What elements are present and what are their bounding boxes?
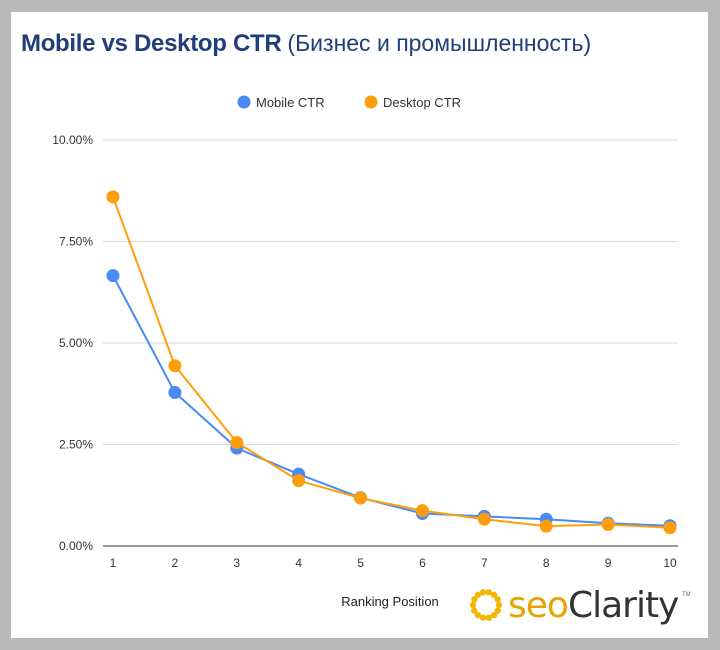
x-axis-title: Ranking Position — [341, 594, 439, 609]
y-tick-label: 7.50% — [59, 235, 93, 249]
sun-ray — [471, 607, 478, 614]
sun-ray — [479, 614, 487, 621]
chart-subtitle: (Бизнес и промышленность) — [287, 30, 592, 56]
legend: Mobile CTR Desktop CTR — [237, 95, 461, 110]
sun-ray — [471, 596, 478, 603]
data-point — [663, 521, 677, 535]
data-point — [354, 491, 368, 505]
x-tick-label: 3 — [233, 556, 240, 570]
sun-ray — [485, 589, 493, 596]
sun-ray — [479, 589, 487, 596]
x-tick-label: 2 — [172, 556, 179, 570]
sun-ray — [469, 601, 477, 609]
sun-center — [478, 597, 494, 613]
sun-ray — [490, 611, 498, 619]
x-tick-label: 4 — [295, 556, 302, 570]
series-layer — [106, 190, 677, 535]
series-desktop-ctr — [106, 190, 677, 535]
data-point — [477, 512, 491, 526]
x-tick-label: 8 — [543, 556, 550, 570]
seoclarity-logo: seoClarity TM — [469, 585, 691, 626]
y-tick-label: 5.00% — [59, 336, 93, 350]
x-tick-label: 5 — [357, 556, 364, 570]
sun-ray — [494, 607, 501, 614]
data-point — [539, 519, 553, 533]
y-tick-label: 10.00% — [52, 133, 93, 147]
legend-label: Desktop CTR — [383, 95, 461, 110]
sun-ray — [474, 611, 482, 619]
data-point — [415, 504, 429, 518]
sun-ray — [474, 591, 482, 599]
grid-lines — [103, 139, 678, 547]
sun-ray — [490, 591, 498, 599]
x-tick-label: 7 — [481, 556, 488, 570]
series-mobile-ctr — [106, 269, 677, 533]
legend-marker — [237, 95, 251, 109]
data-point — [168, 386, 182, 400]
logo-seo-text: seo — [508, 585, 568, 626]
data-point — [230, 435, 244, 449]
sun-ray — [495, 601, 503, 609]
x-axis-ticks: 1 2 3 4 5 6 7 8 9 10 — [110, 556, 677, 570]
chart-card — [11, 12, 708, 638]
trademark-mark: TM — [682, 592, 691, 598]
chart-title: Mobile vs Desktop CTR (Бизнес и промышлен… — [21, 30, 591, 58]
chart-title-main: Mobile vs Desktop CTR — [21, 30, 282, 57]
x-tick-label: 9 — [605, 556, 612, 570]
x-tick-label: 10 — [663, 556, 677, 570]
data-point — [168, 359, 182, 373]
legend-label: Mobile CTR — [256, 95, 325, 110]
x-tick-label: 1 — [110, 556, 117, 570]
y-axis-ticks: 0.00% 2.50% 5.00% 7.50% 10.00% — [52, 133, 93, 553]
legend-marker — [364, 95, 378, 109]
sun-ray — [494, 596, 501, 603]
data-point — [292, 474, 306, 488]
series-line — [112, 196, 671, 529]
sun-ray — [485, 614, 493, 621]
data-point — [106, 269, 120, 283]
svg-text:seoClarity: seoClarity — [508, 585, 679, 626]
y-tick-label: 2.50% — [59, 438, 93, 452]
data-point — [106, 190, 120, 204]
y-tick-label: 0.00% — [59, 539, 93, 553]
seoclarity-sun-icon — [469, 589, 503, 621]
data-point — [601, 517, 615, 531]
x-tick-label: 6 — [419, 556, 426, 570]
logo-clarity-text: Clarity — [568, 585, 679, 626]
series-line — [112, 275, 671, 527]
